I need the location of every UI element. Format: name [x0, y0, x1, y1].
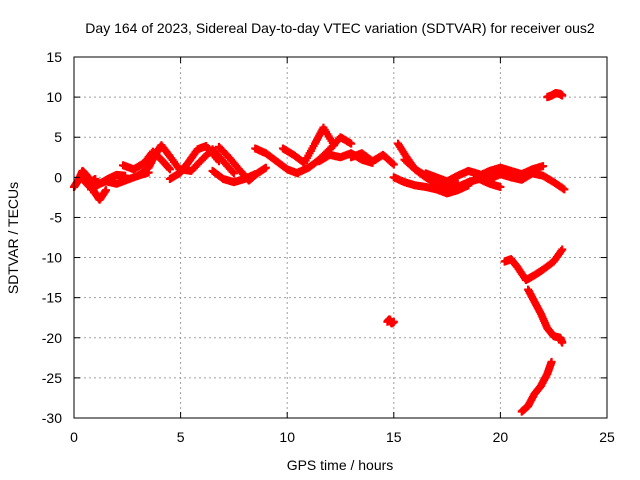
y-tick-label: -30	[42, 410, 62, 426]
data-point	[389, 160, 398, 169]
x-axis-title: GPS time / hours	[287, 457, 394, 473]
data-points	[70, 89, 569, 416]
series-arc-15	[347, 149, 398, 169]
data-point	[165, 165, 174, 174]
data-point	[560, 185, 569, 194]
data-point	[496, 182, 505, 191]
y-tick-label: 10	[46, 89, 62, 105]
y-tick-label: -10	[42, 250, 62, 266]
data-point	[558, 338, 567, 347]
grid-lines	[74, 57, 607, 418]
y-tick-label: -20	[42, 330, 62, 346]
chart-title: Day 164 of 2023, Sidereal Day-to-day VTE…	[85, 20, 595, 36]
x-tick-label: 20	[493, 429, 509, 445]
series-arc-22	[485, 169, 569, 194]
x-tick-label: 25	[599, 429, 615, 445]
series-arc-25	[517, 357, 556, 416]
data-point	[347, 139, 356, 148]
series-arc-26	[543, 89, 567, 102]
data-point	[229, 169, 238, 178]
y-tick-label: -25	[42, 370, 62, 386]
series-arc-23	[500, 245, 567, 285]
series-arc-08	[176, 145, 238, 178]
y-axis-title: SDTVAR / TECUs	[5, 182, 21, 294]
x-tick-label: 10	[279, 429, 295, 445]
y-tick-label: 0	[54, 169, 62, 185]
data-point	[389, 317, 398, 326]
data-point	[558, 91, 567, 100]
series-arc-27	[383, 315, 398, 328]
series-arc-10	[208, 166, 260, 187]
data-point	[251, 170, 260, 179]
data-point	[558, 245, 567, 254]
plot-frame	[73, 56, 608, 419]
series-arc-20	[432, 174, 505, 194]
y-tick-label: -15	[42, 290, 62, 306]
data-point	[101, 186, 110, 195]
y-tick-label: 15	[46, 49, 62, 65]
data-point	[388, 159, 397, 168]
data-point	[228, 167, 237, 176]
x-tick-label: 5	[177, 429, 185, 445]
axis-ticks	[73, 56, 608, 419]
tick-labels: 0 5 10 15 20 25 15 10 5 0 -5 -10 -15 -20 -25 -30	[42, 49, 615, 445]
data-point	[539, 162, 548, 171]
series-arc-24	[524, 285, 567, 347]
x-tick-label: 15	[386, 429, 402, 445]
data-point	[547, 357, 556, 366]
y-tick-label: -5	[50, 209, 63, 225]
series-arc-12	[278, 123, 339, 167]
series-arc-11	[251, 144, 302, 178]
series-arc-06	[133, 141, 185, 180]
data-point	[261, 163, 270, 172]
x-tick-label: 0	[70, 429, 78, 445]
y-tick-label: 5	[54, 129, 62, 145]
